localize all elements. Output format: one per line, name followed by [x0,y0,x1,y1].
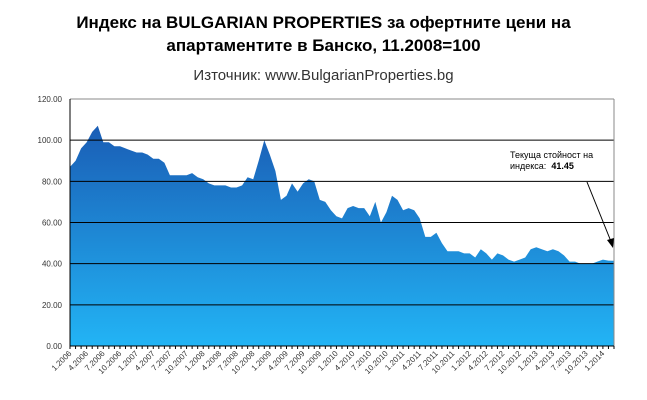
y-tick-label: 60.00 [42,219,63,228]
arrow-head-icon [607,238,614,248]
annotation-line1: Текуща стойност на [510,150,594,160]
chart-title-line1: Индекс на BULGARIAN PROPERTIES за офертн… [76,13,571,32]
annotation-value: 41.45 [551,161,574,171]
y-tick-label: 0.00 [46,342,62,351]
chart-title-line2: апартаментите в Банско, 11.2008=100 [166,36,481,55]
y-tick-label: 80.00 [42,177,63,186]
y-tick-label: 20.00 [42,301,63,310]
annotation-label: индекса: [510,161,547,171]
chart-subtitle: Източник: www.BulgarianProperties.bg [193,67,454,84]
y-tick-label: 100.00 [38,136,63,145]
y-tick-label: 120.00 [38,95,63,104]
index-area [70,125,614,346]
annotation-arrow [586,181,613,245]
current-value-annotation: Текуща стойност на индекса: 41.45 [510,150,593,172]
y-tick-label: 40.00 [42,260,63,269]
